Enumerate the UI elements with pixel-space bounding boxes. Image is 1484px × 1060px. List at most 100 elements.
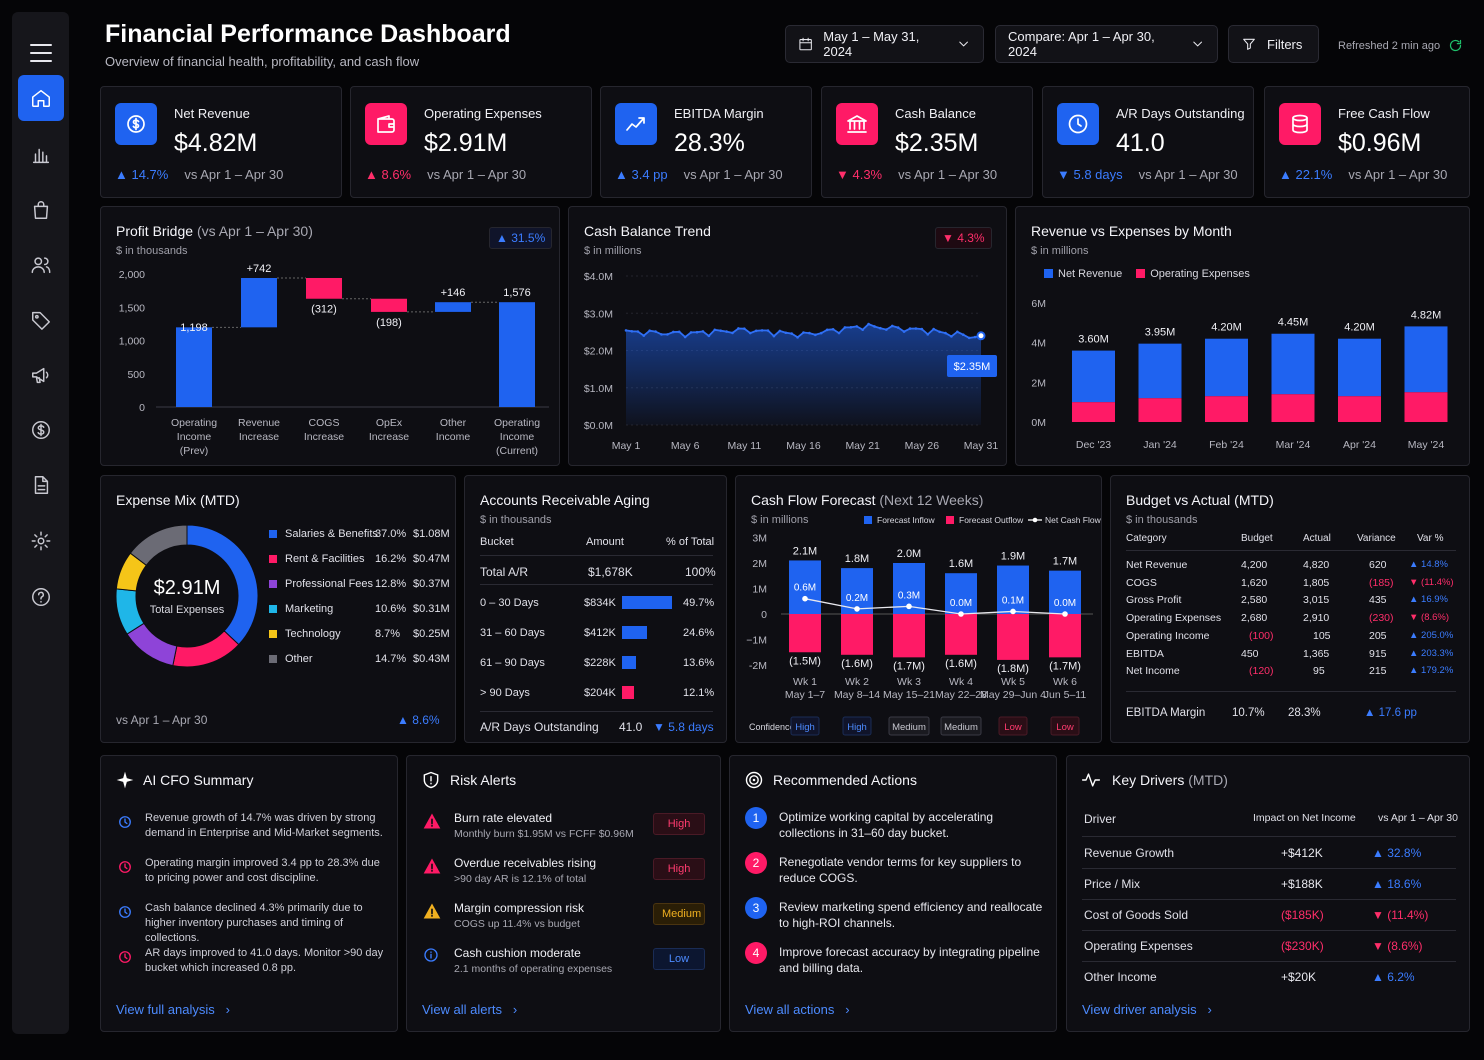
x-tick-label: Income: [436, 431, 471, 443]
net-point[interactable]: [906, 603, 912, 610]
dollar-icon: [115, 103, 157, 145]
expense-mix-cmp: vs Apr 1 – Apr 30: [116, 713, 208, 727]
risk-item[interactable]: Burn rate elevated Monthly burn $1.95M vs…: [422, 811, 707, 847]
inflow-bar[interactable]: [789, 560, 821, 614]
y-tick-label: 0M: [1031, 417, 1046, 429]
cash-point: [914, 327, 918, 330]
chart-icon[interactable]: [18, 132, 64, 178]
kpi-card[interactable]: A/R Days Outstanding 41.0 ▼ 5.8 days vs Apr…: [1042, 86, 1254, 198]
menu-icon[interactable]: [30, 44, 52, 62]
inflow-bar[interactable]: [945, 573, 977, 614]
users-icon[interactable]: [18, 242, 64, 288]
net-point[interactable]: [1010, 608, 1016, 615]
summary-item: Cash balance declined 4.3% primarily due…: [116, 901, 386, 944]
expense-bar[interactable]: [1205, 396, 1248, 422]
bag-icon[interactable]: [18, 187, 64, 233]
ar-days-value: 41.0: [619, 720, 643, 734]
outflow-bar[interactable]: [893, 614, 925, 658]
inflow-bar[interactable]: [1049, 570, 1081, 614]
bridge-bar[interactable]: [176, 327, 212, 407]
driver-impact: ($185K): [1281, 908, 1324, 922]
kpi-value: 28.3%: [674, 129, 745, 157]
risk-item[interactable]: Cash cushion moderate 2.1 months of opera…: [422, 946, 707, 982]
action-item[interactable]: 2 Renegotiate vendor terms for key suppli…: [745, 852, 1045, 890]
confidence-value: Medium: [892, 722, 926, 733]
net-point[interactable]: [1062, 611, 1068, 617]
view-all-alerts-link[interactable]: View all alerts ›: [422, 1002, 517, 1017]
kpi-card[interactable]: Operating Expenses $2.91M ▲ 8.6% vs Apr 1 –…: [350, 86, 592, 198]
revenue-bar[interactable]: [1338, 338, 1381, 397]
bridge-bar[interactable]: [306, 277, 342, 299]
cash-point: [950, 335, 953, 338]
expense-bar[interactable]: [1338, 396, 1381, 422]
expense-bar[interactable]: [1271, 394, 1315, 422]
view-driver-analysis-link[interactable]: View driver analysis ›: [1082, 1002, 1212, 1017]
action-item[interactable]: 3 Review marketing spend efficiency and r…: [745, 897, 1045, 935]
cash-trend-chart: $4.0M $3.0M $2.0M $1.0M $0.0M $2.35M May 1 May …: [584, 271, 999, 452]
action-item[interactable]: 1 Optimize working capital by acceleratin…: [745, 807, 1045, 845]
bridge-bar[interactable]: [499, 302, 535, 407]
view-all-actions-link[interactable]: View all actions ›: [745, 1002, 850, 1017]
kpi-card[interactable]: Net Revenue $4.82M ▲ 14.7% vs Apr 1 – Apr 3…: [100, 86, 342, 198]
revenue-bar[interactable]: [1138, 343, 1182, 399]
kpi-card[interactable]: Free Cash Flow $0.96M ▲ 22.1% vs Apr 1 – Ap…: [1264, 86, 1470, 198]
cash-point: [748, 331, 752, 335]
budget-category: Operating Income: [1126, 629, 1210, 642]
risk-item[interactable]: Overdue receivables rising >90 day AR is …: [422, 856, 707, 892]
donut-slice[interactable]: [129, 524, 188, 566]
net-point[interactable]: [802, 595, 808, 602]
compare-picker[interactable]: Compare: Apr 1 – Apr 30, 2024: [995, 25, 1218, 63]
gear-icon[interactable]: [18, 518, 64, 564]
revenue-bar[interactable]: [1205, 338, 1248, 397]
inflow-bar[interactable]: [997, 565, 1029, 614]
confidence-badge: [1050, 716, 1080, 736]
megaphone-icon[interactable]: [18, 352, 64, 398]
home-icon[interactable]: [18, 75, 64, 121]
cash-forecast-title-muted: (Next 12 Weeks): [879, 492, 984, 508]
cash-point: [861, 328, 864, 332]
help-icon[interactable]: [18, 574, 64, 620]
document-icon[interactable]: [18, 462, 64, 508]
action-number: 2: [745, 852, 767, 874]
net-point[interactable]: [854, 606, 860, 612]
budget-var-pct: ▲ 14.8%: [1409, 559, 1448, 570]
kpi-card[interactable]: EBITDA Margin 28.3% ▲ 3.4 pp vs Apr 1 – Apr…: [600, 86, 812, 198]
view-full-analysis-link[interactable]: View full analysis ›: [116, 1002, 230, 1017]
ar-amount: $228K: [584, 657, 616, 669]
tag-icon[interactable]: [18, 297, 64, 343]
expense-bar[interactable]: [1072, 402, 1115, 422]
outflow-bar[interactable]: [789, 614, 821, 653]
revenue-bar[interactable]: [1072, 350, 1115, 403]
x-tick-range: May 29–Jun 4: [980, 689, 1046, 701]
risk-item[interactable]: Margin compression risk COGS up 11.4% vs …: [422, 901, 707, 937]
date-range-picker[interactable]: May 1 – May 31, 2024: [785, 25, 984, 63]
net-label: 0.2M: [846, 593, 868, 604]
confidence-value: High: [795, 722, 815, 733]
donut-slice[interactable]: [172, 630, 240, 668]
cash-point: [725, 330, 728, 333]
ar-bucket: 0 – 30 Days: [480, 597, 539, 609]
bridge-bar[interactable]: [241, 277, 277, 328]
outflow-bar[interactable]: [997, 614, 1029, 660]
outflow-bar[interactable]: [1049, 614, 1081, 658]
x-tick-label: Mar '24: [1276, 439, 1311, 451]
budget-budget: 10.7%: [1232, 707, 1265, 719]
bridge-bar[interactable]: [435, 302, 471, 312]
page-subtitle: Overview of financial health, profitabil…: [105, 54, 420, 69]
outflow-bar[interactable]: [841, 614, 873, 655]
kpi-card[interactable]: Cash Balance $2.35M ▼ 4.3% vs Apr 1 – Apr 3…: [821, 86, 1033, 198]
kpi-label: Net Revenue: [174, 106, 250, 121]
refresh-icon[interactable]: [1448, 38, 1463, 53]
kpi-delta-row: ▲ 3.4 pp vs Apr 1 – Apr 30: [615, 167, 783, 182]
expense-bar[interactable]: [1404, 392, 1448, 422]
filters-button[interactable]: Filters: [1228, 25, 1319, 63]
bridge-bar[interactable]: [371, 298, 407, 312]
net-point[interactable]: [958, 611, 964, 617]
revenue-bar[interactable]: [1271, 333, 1315, 395]
action-item[interactable]: 4 Improve forecast accuracy by integratin…: [745, 942, 1045, 980]
y-tick-label: 6M: [1031, 298, 1046, 310]
dollar-icon[interactable]: [18, 407, 64, 453]
outflow-bar[interactable]: [945, 614, 977, 655]
revenue-bar[interactable]: [1404, 326, 1448, 393]
expense-bar[interactable]: [1138, 398, 1182, 422]
